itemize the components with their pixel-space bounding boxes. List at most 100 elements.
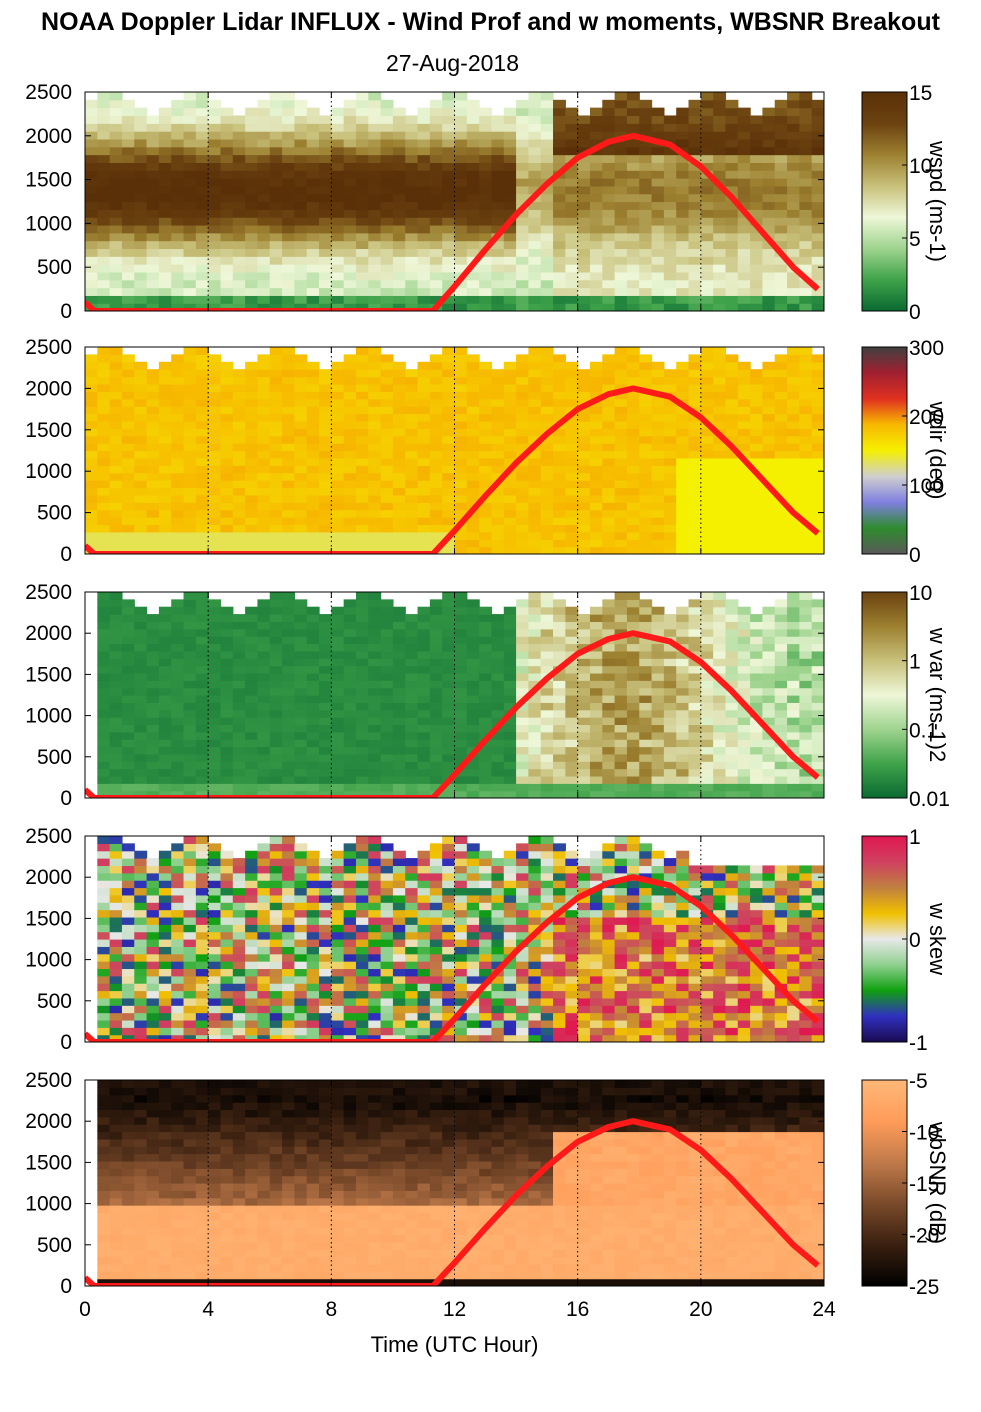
heatmap-cell (577, 783, 591, 792)
heatmap-cell (269, 443, 283, 452)
heatmap-cell (294, 435, 308, 444)
heatmap-cell (245, 457, 259, 466)
heatmap-cell (491, 790, 505, 798)
heatmap-cell (245, 724, 259, 733)
heatmap-cell (713, 517, 727, 526)
heatmap-cell (355, 628, 369, 637)
heatmap-cell (491, 406, 505, 415)
heatmap-cell (269, 502, 283, 511)
heatmap-cell (774, 391, 788, 400)
heatmap-cell (245, 450, 259, 459)
heatmap-cell (442, 391, 456, 400)
heatmap-cell (368, 170, 382, 179)
heatmap-cell (417, 480, 431, 489)
y-tick-label: 500 (37, 502, 72, 525)
heatmap-cell (799, 680, 813, 689)
heatmap-cell (294, 517, 308, 526)
heatmap-cell (109, 271, 123, 281)
heatmap-cell (651, 185, 665, 195)
heatmap-cell (158, 170, 172, 179)
heatmap-cell (85, 201, 98, 210)
heatmap-cell (799, 162, 813, 171)
heatmap-cell (811, 107, 824, 117)
heatmap-cell (762, 443, 776, 452)
heatmap-cell (97, 279, 111, 289)
heatmap-cell (208, 680, 222, 689)
heatmap-cell (454, 279, 468, 289)
heatmap-cell (762, 295, 776, 304)
heatmap-cell (442, 443, 456, 452)
heatmap-cell (257, 209, 271, 218)
heatmap-cell (626, 217, 640, 226)
heatmap-cell (392, 406, 406, 415)
colorbar-tick-label: 10 (909, 582, 932, 605)
heatmap-cell (528, 621, 542, 630)
heatmap-cell (442, 361, 456, 370)
heatmap-cell (146, 546, 160, 554)
heatmap-cell (245, 420, 259, 429)
heatmap-cell (762, 413, 776, 422)
heatmap-cell (282, 753, 295, 762)
heatmap-cell (589, 775, 603, 784)
heatmap-cell (380, 209, 394, 218)
heatmap-cell (195, 739, 209, 748)
heatmap-cell (725, 376, 739, 385)
heatmap-cell (491, 509, 505, 518)
heatmap-cell (466, 383, 480, 392)
heatmap-cell (577, 524, 591, 533)
heatmap-cell (725, 413, 739, 422)
heatmap-cell (392, 287, 406, 296)
heatmap-cell (676, 790, 690, 798)
heatmap-cell (442, 480, 456, 489)
heatmap-cell (479, 264, 493, 273)
heatmap-cell (319, 643, 332, 652)
heatmap-cell (663, 502, 677, 511)
heatmap-cell (121, 665, 135, 674)
heatmap-cell (294, 264, 308, 273)
heatmap-cell (380, 650, 394, 659)
heatmap-cell (725, 614, 739, 623)
heatmap-cell (750, 731, 764, 740)
heatmap-cell (343, 457, 357, 466)
y-tick-label: 2500 (25, 336, 72, 359)
heatmap-cell (134, 517, 148, 526)
heatmap-cell (442, 279, 456, 289)
heatmap-cell (614, 643, 628, 652)
heatmap-cell (380, 658, 394, 667)
heatmap-cell (109, 643, 123, 652)
heatmap-cell (232, 709, 246, 718)
heatmap-cell (663, 761, 677, 770)
heatmap-cell (589, 131, 603, 140)
heatmap-cell (491, 391, 505, 400)
heatmap-cell (479, 443, 493, 452)
heatmap-cell (269, 480, 283, 489)
heatmap-cell (158, 248, 172, 257)
heatmap-cell (134, 420, 148, 429)
heatmap-cell (565, 465, 579, 474)
heatmap-cell (589, 178, 603, 187)
heatmap-cell (257, 524, 271, 533)
heatmap-cell (676, 209, 690, 218)
heatmap-cell (183, 472, 197, 481)
heatmap-cell (417, 724, 431, 733)
heatmap-cell (811, 650, 824, 659)
heatmap-cell (429, 487, 443, 496)
heatmap-cell (158, 361, 172, 370)
heatmap-cell (750, 287, 764, 296)
heatmap-cell (417, 376, 431, 385)
heatmap-cell (589, 717, 603, 726)
heatmap-cell (121, 517, 135, 526)
heatmap-cell (429, 502, 443, 511)
heatmap-cell (319, 115, 332, 124)
heatmap-cell (146, 717, 160, 726)
heatmap-cell (540, 465, 554, 474)
heatmap-cell (220, 709, 234, 718)
heatmap-cell (516, 643, 529, 652)
heatmap-cell (208, 398, 222, 407)
heatmap-cell (516, 354, 529, 363)
heatmap-cell (491, 443, 505, 452)
heatmap-cell (774, 524, 788, 533)
heatmap-cell (183, 680, 197, 689)
heatmap-cell (454, 680, 468, 689)
